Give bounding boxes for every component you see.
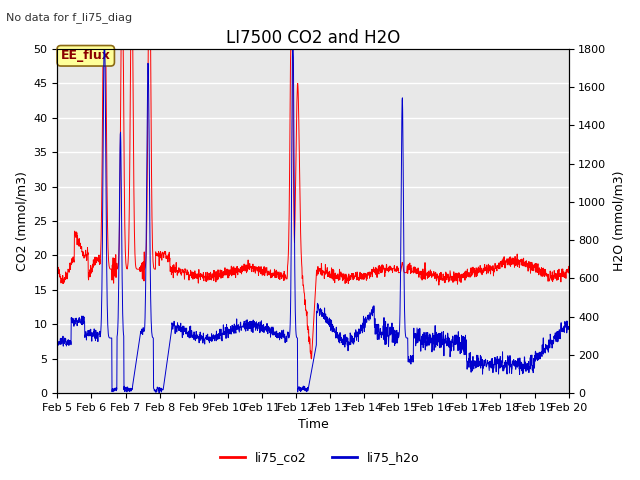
Text: No data for f_li75_diag: No data for f_li75_diag [6, 12, 132, 23]
Text: EE_flux: EE_flux [61, 49, 111, 62]
Title: LI7500 CO2 and H2O: LI7500 CO2 and H2O [226, 29, 400, 48]
X-axis label: Time: Time [298, 419, 328, 432]
Y-axis label: H2O (mmol/m3): H2O (mmol/m3) [612, 171, 625, 271]
Y-axis label: CO2 (mmol/m3): CO2 (mmol/m3) [15, 171, 28, 271]
Legend: li75_co2, li75_h2o: li75_co2, li75_h2o [215, 446, 425, 469]
